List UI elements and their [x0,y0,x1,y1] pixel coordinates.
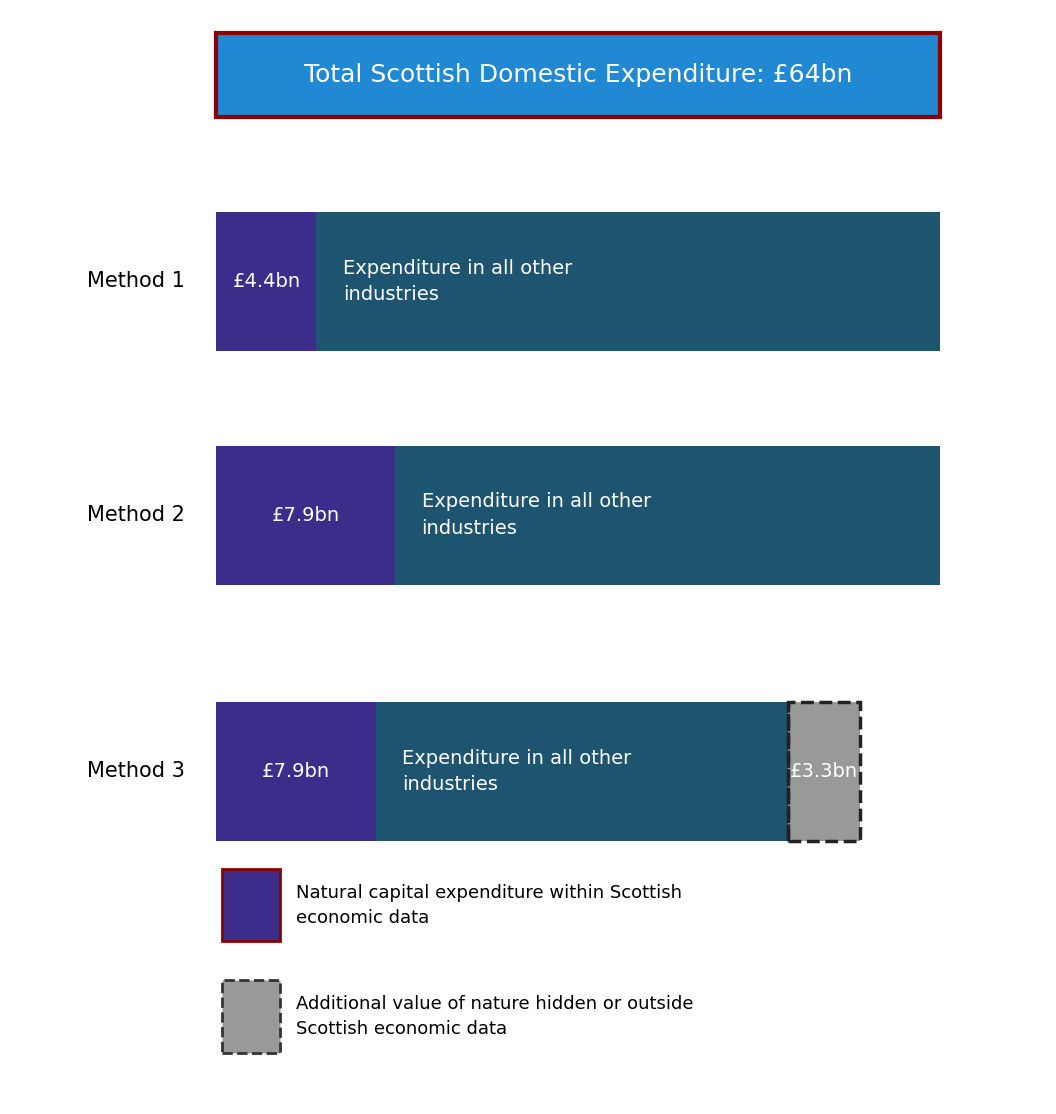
Bar [376,702,788,841]
Text: Expenditure in all other
industries: Expenditure in all other industries [421,492,650,538]
Text: Method 3: Method 3 [87,762,185,781]
Text: Method 2: Method 2 [87,506,185,525]
Text: Additional value of nature hidden or outside
Scottish economic data: Additional value of nature hidden or out… [296,995,693,1038]
Bar [395,446,940,585]
Bar [216,212,317,351]
Bar [788,702,861,841]
Text: £7.9bn: £7.9bn [271,506,340,525]
Text: Method 1: Method 1 [87,272,185,291]
Text: Total Scottish Domestic Expenditure: £64bn: Total Scottish Domestic Expenditure: £64… [304,63,852,87]
Bar [216,33,940,117]
Text: £3.3bn: £3.3bn [790,762,859,781]
Text: £4.4bn: £4.4bn [232,272,301,291]
Bar [216,702,376,841]
Bar [788,702,861,841]
Text: Expenditure in all other
industries: Expenditure in all other industries [343,258,572,304]
Text: Natural capital expenditure within Scottish
economic data: Natural capital expenditure within Scott… [296,883,682,927]
Bar [222,980,280,1053]
Text: Expenditure in all other
industries: Expenditure in all other industries [402,749,631,794]
Bar [317,212,940,351]
Bar [222,869,280,941]
Bar [216,446,395,585]
Text: £7.9bn: £7.9bn [262,762,331,781]
